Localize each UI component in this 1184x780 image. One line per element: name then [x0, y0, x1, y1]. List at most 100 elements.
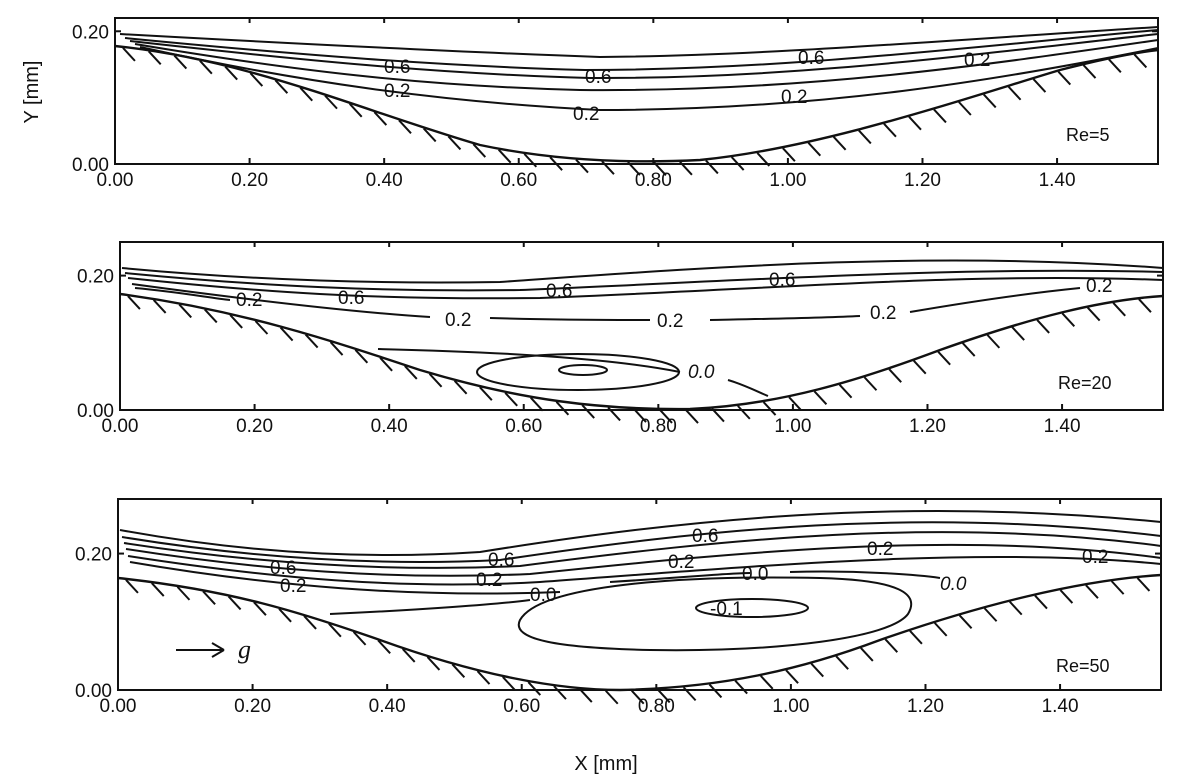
top-ticks [114, 18, 1059, 23]
contour-label: 0.2 [280, 576, 306, 597]
hatch-mark [549, 156, 563, 171]
hatch-mark [958, 614, 973, 630]
hatch-mark [756, 152, 771, 167]
wall-profile [114, 44, 1159, 163]
hatch-mark [303, 615, 317, 630]
hatch-mark [151, 582, 165, 597]
hatch-mark [807, 142, 822, 157]
hatch-mark [422, 127, 437, 143]
streamline [129, 33, 1159, 80]
x-tick-label: 1.20 [904, 170, 941, 191]
hatch-mark [734, 679, 748, 695]
hatch-mark [863, 376, 878, 391]
streamline [127, 277, 1164, 300]
hatch-mark [835, 655, 849, 670]
hatch-mark [785, 669, 799, 684]
hatch-mark [147, 50, 162, 65]
contour-label: 0.2 [1082, 547, 1108, 568]
hatch-mark [304, 333, 319, 349]
hatch-mark [324, 94, 338, 110]
hatch-mark [838, 383, 853, 399]
recirculation-eddy [476, 353, 680, 391]
x-tick-label: 1.40 [1039, 170, 1076, 191]
hatch-mark [1085, 584, 1099, 599]
contour-label: 0.6 [384, 57, 410, 78]
hatch-mark [202, 590, 216, 605]
gravity-arrow-icon [176, 642, 225, 658]
hatch-mark [476, 670, 491, 685]
hatch-mark [933, 622, 948, 637]
hatch-mark [254, 320, 269, 335]
hatch-mark [329, 341, 344, 356]
hatch-mark [1057, 70, 1072, 86]
x-tick-label: 0.60 [503, 696, 540, 717]
hatch-mark [1086, 306, 1101, 322]
recirculation-eddy [517, 576, 913, 652]
hatch-mark [447, 135, 462, 151]
hatch-mark [581, 404, 595, 419]
hatch-mark [810, 662, 824, 678]
hatch-mark [705, 159, 719, 175]
x-tick-label: 0.80 [640, 416, 677, 437]
reynolds-label: Re=50 [1056, 656, 1110, 676]
hatch-mark [178, 303, 192, 319]
hatch-mark [472, 143, 487, 158]
hatch-mark [401, 648, 416, 663]
x-tick-label: 0.40 [366, 170, 403, 191]
plot-frame [117, 498, 1162, 691]
hatch-mark [299, 87, 313, 102]
hatch-mark [1110, 580, 1125, 595]
hatch-mark [523, 153, 538, 168]
hatch-mark [199, 60, 213, 75]
contour-label: 0.2 [445, 310, 471, 331]
hatch-mark [398, 119, 412, 134]
x-axis-title: X [mm] [574, 753, 637, 775]
streamline [125, 543, 1162, 577]
hatch-mark [253, 601, 267, 616]
hatch-mark [888, 368, 902, 383]
contour-label: 0.6 [585, 67, 611, 88]
hatch-mark [961, 342, 976, 357]
hatch-mark [909, 630, 923, 645]
hatch-mark [127, 295, 141, 310]
streamline [134, 39, 1159, 92]
hatch-mark [502, 676, 516, 691]
panel-re5: 0.00 0.20 0.40 0.60 0.80 1.00 1.20 1.40 0.00 0.2… [21, 17, 1159, 191]
contour-label: 0.0 [742, 564, 768, 585]
wall-hatching [127, 295, 1152, 424]
hatch-mark [982, 93, 997, 109]
hatch-mark [278, 608, 292, 623]
hatch-mark [504, 392, 518, 407]
hatch-mark [933, 108, 947, 124]
contour-label: 0.0 [530, 585, 556, 606]
hatch-mark [788, 396, 802, 411]
wall-profile [117, 573, 1162, 692]
panel-re20: 0.00 0.20 0.40 0.60 0.80 1.00 1.20 1.40 0.00 0.2… [77, 241, 1164, 437]
streamline [124, 29, 1159, 72]
x-axis-ticks: 0.00 0.20 0.40 0.60 0.80 1.00 1.20 1.40 [97, 158, 1076, 191]
contour-label: 0.6 [769, 270, 795, 291]
hatch-mark [1136, 577, 1151, 592]
hatch-mark [373, 111, 388, 126]
hatch-mark [354, 349, 369, 364]
plot-frame [114, 17, 1159, 165]
wall-profile [119, 292, 1164, 411]
x-axis-ticks: 0.00 0.20 0.40 0.60 0.80 1.00 1.20 1.40 [100, 684, 1079, 717]
hatch-mark [1108, 58, 1122, 74]
y-tick-label: 0.20 [77, 267, 114, 288]
streamline [124, 269, 1164, 292]
hatch-mark [860, 647, 874, 662]
x-tick-label: 0.60 [500, 170, 537, 191]
hatch-mark [883, 123, 897, 138]
hatch-mark [352, 631, 367, 646]
hatch-mark [782, 147, 796, 162]
hatch-mark [884, 638, 899, 653]
x-tick-label: 0.00 [97, 170, 134, 191]
hatch-mark [152, 299, 167, 314]
contour-label: 0.6 [798, 48, 824, 69]
hatch-mark [379, 357, 393, 372]
hatch-mark [426, 656, 441, 671]
hatch-mark [708, 683, 723, 699]
x-tick-label: 1.00 [769, 170, 806, 191]
streamline [129, 561, 941, 595]
